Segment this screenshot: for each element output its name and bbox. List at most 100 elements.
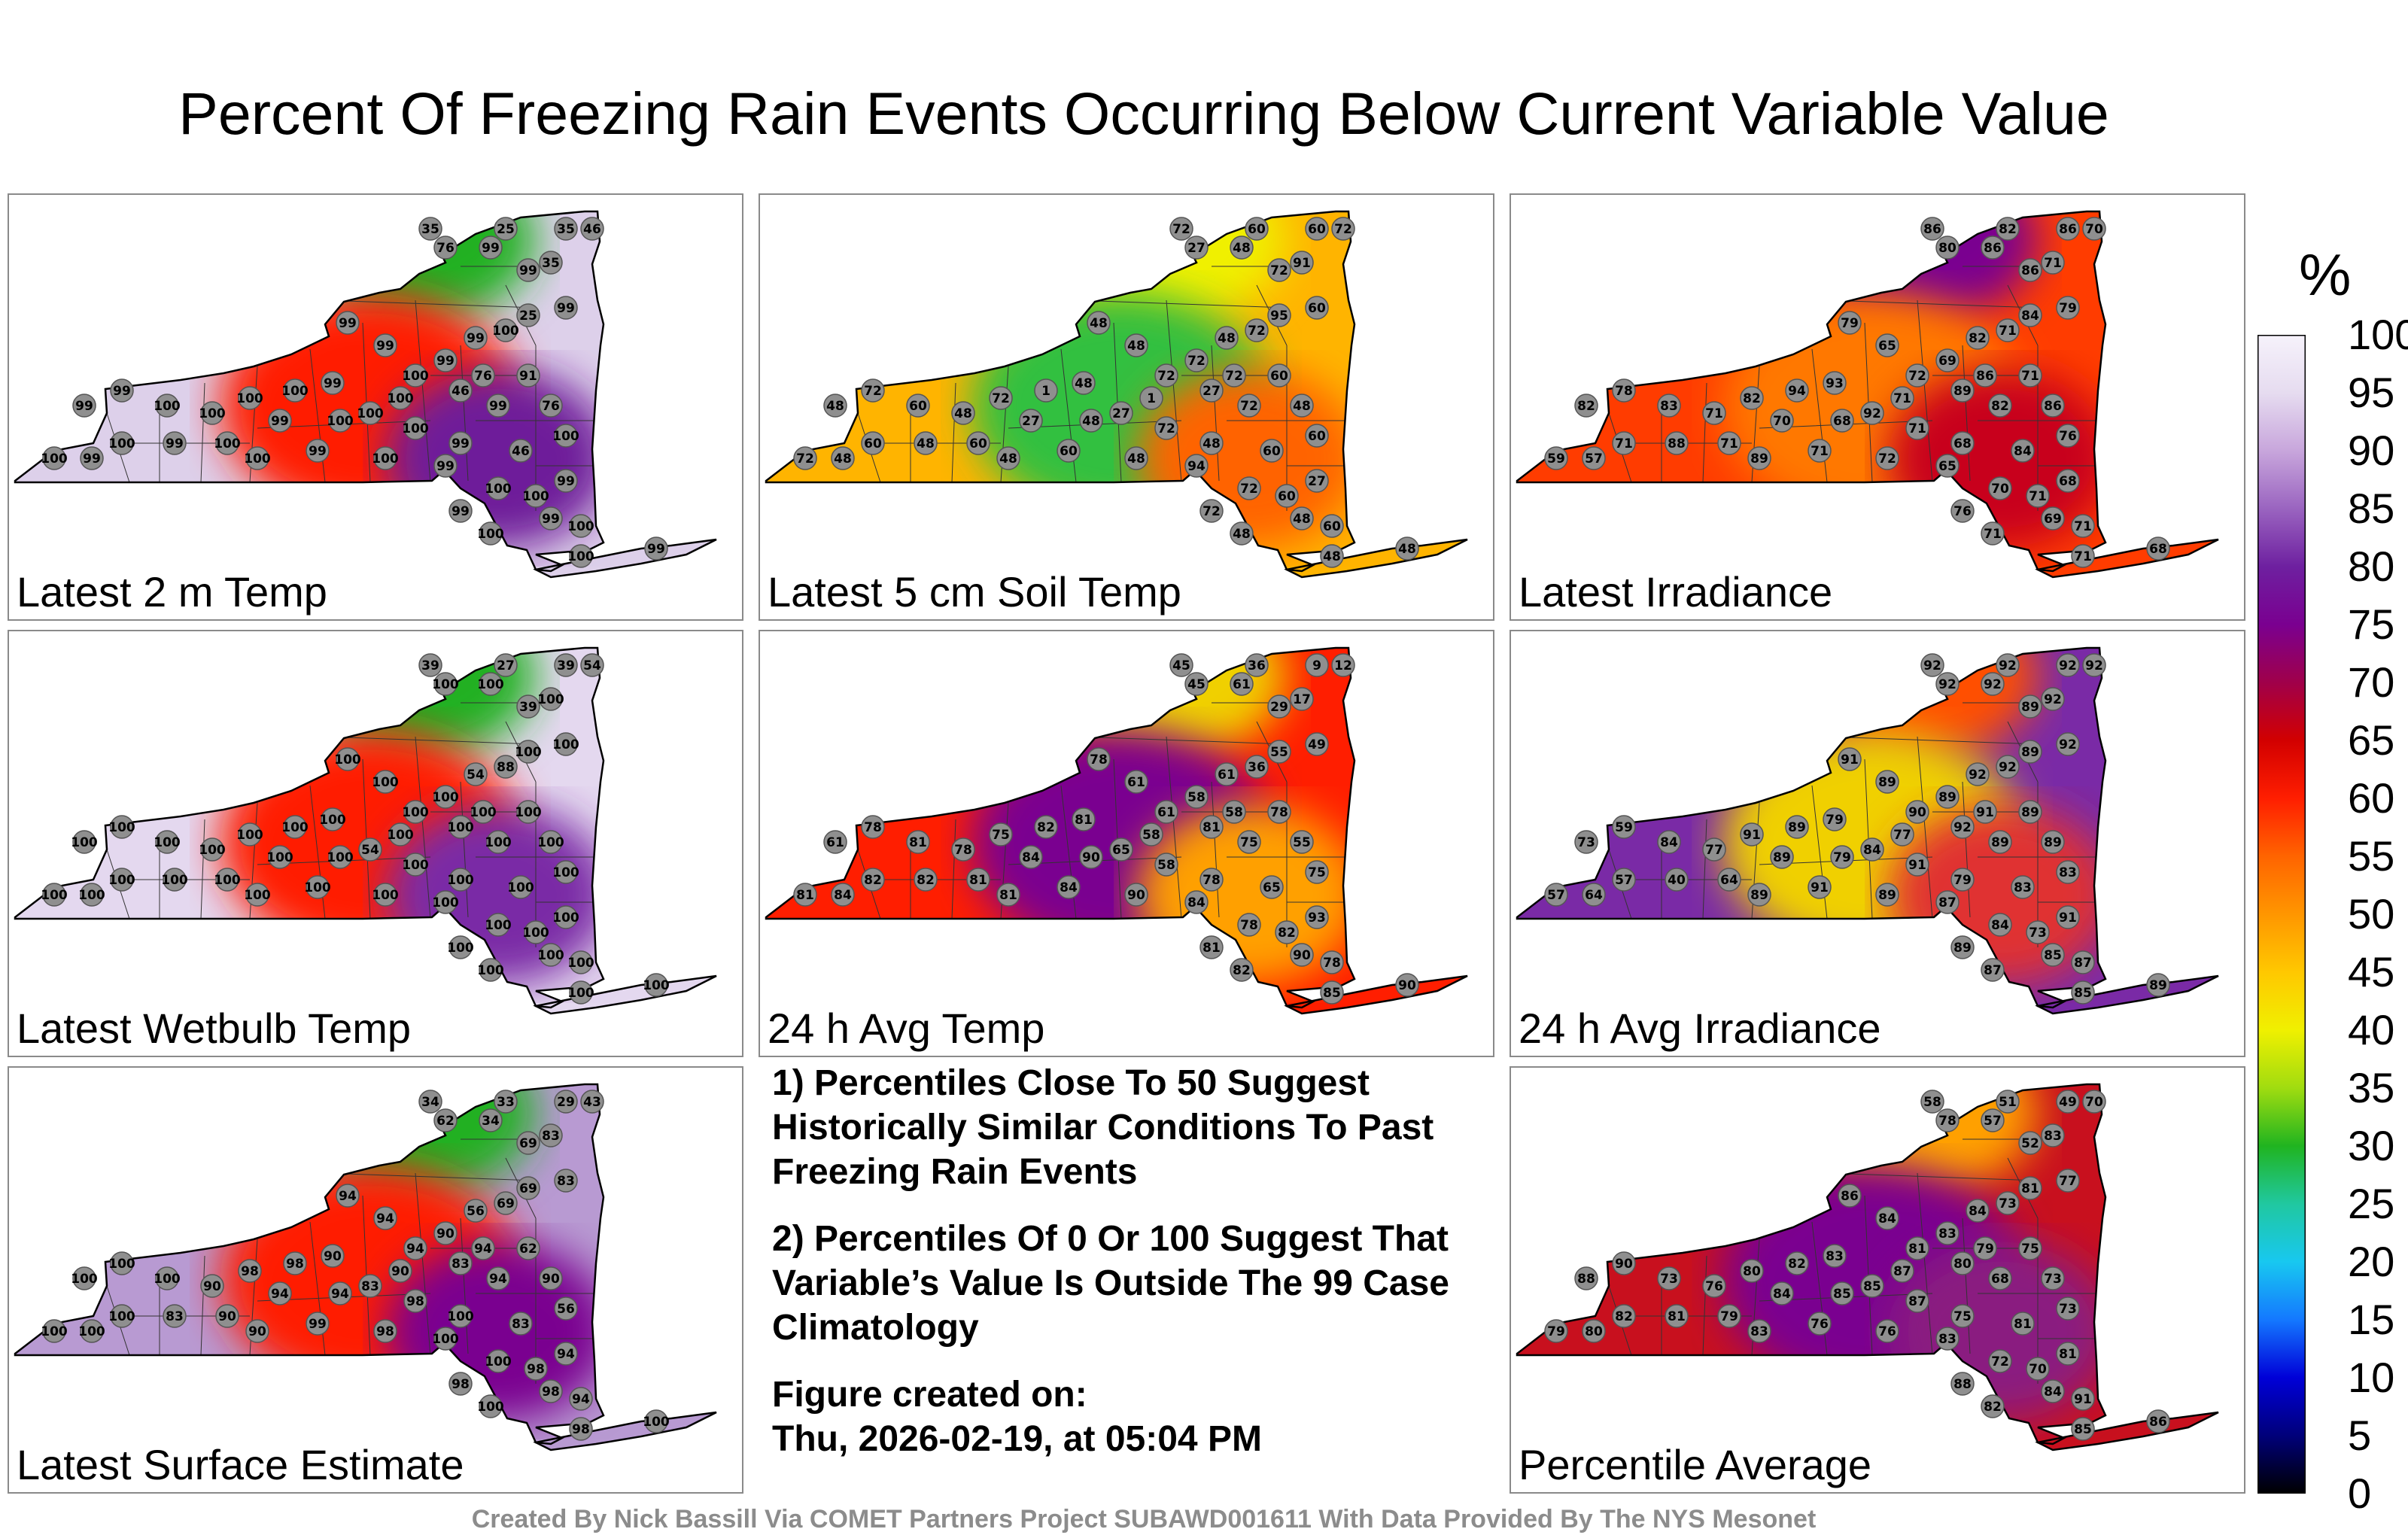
station-marker bbox=[418, 1090, 442, 1114]
station-marker bbox=[1087, 747, 1111, 771]
station-marker bbox=[433, 1221, 458, 1245]
station-marker bbox=[1665, 431, 1689, 455]
station-value: 56 bbox=[557, 1302, 575, 1317]
station-marker bbox=[2056, 1296, 2080, 1321]
station-marker bbox=[163, 431, 187, 455]
station-marker bbox=[539, 251, 563, 275]
station-value: 100 bbox=[477, 677, 504, 692]
created-label: Figure created on: bbox=[772, 1375, 1087, 1415]
station-value: 81 bbox=[796, 888, 814, 903]
station-value: 76 bbox=[542, 399, 560, 414]
state-outline bbox=[1516, 1083, 2107, 1445]
station-value: 84 bbox=[1060, 880, 1078, 895]
station-marker bbox=[554, 217, 578, 241]
station-value: 25 bbox=[519, 309, 537, 324]
station-marker bbox=[554, 732, 578, 756]
station-value: 27 bbox=[1308, 474, 1326, 489]
station-marker bbox=[569, 514, 593, 538]
station-marker bbox=[1544, 446, 1568, 470]
station-value: 82 bbox=[1577, 399, 1595, 414]
station-value: 56 bbox=[467, 1204, 485, 1219]
station-marker bbox=[1657, 1266, 1681, 1290]
station-marker bbox=[539, 506, 563, 530]
station-marker bbox=[1582, 446, 1606, 470]
station-marker bbox=[1973, 363, 1997, 388]
station-marker bbox=[1830, 1281, 1854, 1306]
station-value: 100 bbox=[477, 963, 504, 978]
station-value: 78 bbox=[1938, 1114, 1956, 1129]
station-marker bbox=[155, 830, 179, 854]
station-value: 91 bbox=[1293, 256, 1311, 271]
station-value: 94 bbox=[1788, 384, 1806, 399]
station-marker bbox=[2056, 1342, 2080, 1366]
station-value: 83 bbox=[451, 1257, 470, 1272]
station-marker bbox=[1890, 1259, 1914, 1283]
station-marker bbox=[1612, 868, 1636, 892]
station-value: 100 bbox=[552, 429, 579, 444]
station-marker bbox=[200, 1274, 224, 1298]
station-marker bbox=[2018, 1236, 2042, 1260]
station-marker bbox=[2026, 920, 2050, 944]
station-value: 84 bbox=[2044, 1385, 2062, 1400]
station-marker bbox=[539, 1379, 563, 1403]
station-value: 89 bbox=[2021, 745, 2039, 760]
colorbar-tick-label: 30 bbox=[2348, 1122, 2395, 1169]
station-value: 94 bbox=[406, 1242, 424, 1257]
station-value: 89 bbox=[2149, 978, 2167, 993]
station-marker bbox=[494, 318, 518, 342]
station-value: 98 bbox=[241, 1264, 259, 1279]
station-marker bbox=[373, 883, 397, 907]
station-marker bbox=[1260, 875, 1284, 899]
station-value: 76 bbox=[1953, 504, 1972, 519]
station-marker bbox=[1785, 1251, 1809, 1275]
station-value: 72 bbox=[1270, 263, 1288, 278]
station-value: 89 bbox=[1750, 451, 1768, 467]
station-marker bbox=[200, 401, 224, 425]
station-value: 70 bbox=[2085, 222, 2103, 237]
station-value: 83 bbox=[361, 1279, 379, 1294]
station-marker bbox=[268, 1281, 292, 1306]
station-marker bbox=[1275, 484, 1299, 508]
station-value: 100 bbox=[244, 451, 271, 467]
station-marker bbox=[1973, 800, 1997, 824]
station-marker bbox=[1395, 973, 1419, 997]
station-marker bbox=[448, 378, 473, 403]
station-value: 100 bbox=[485, 482, 512, 497]
station-value: 62 bbox=[436, 1114, 455, 1129]
station-value: 80 bbox=[1585, 1324, 1603, 1339]
station-marker bbox=[1612, 1251, 1636, 1275]
station-value: 71 bbox=[1615, 436, 1633, 451]
station-marker bbox=[1935, 236, 1960, 260]
station-value: 89 bbox=[1953, 384, 1972, 399]
station-marker bbox=[1154, 853, 1178, 877]
station-value: 84 bbox=[1660, 835, 1678, 850]
station-value: 46 bbox=[512, 444, 530, 459]
station-value: 84 bbox=[1022, 850, 1040, 865]
station-value: 58 bbox=[1142, 828, 1160, 843]
station-marker bbox=[1935, 785, 1960, 809]
station-marker bbox=[1199, 431, 1224, 455]
station-marker bbox=[283, 378, 307, 403]
station-marker bbox=[321, 807, 345, 831]
station-marker bbox=[1860, 837, 1884, 862]
colorbar-tick-label: 35 bbox=[2348, 1064, 2395, 1111]
station-value: 48 bbox=[1090, 316, 1108, 331]
station-value: 98 bbox=[572, 1422, 590, 1437]
station-value: 75 bbox=[1240, 835, 1258, 850]
station-marker bbox=[1320, 980, 1344, 1005]
station-marker bbox=[1320, 950, 1344, 974]
station-value: 39 bbox=[519, 700, 537, 715]
station-marker bbox=[2071, 980, 2095, 1005]
station-marker bbox=[1184, 236, 1209, 260]
station-value: 82 bbox=[864, 873, 882, 888]
colorbar-tick-label: 55 bbox=[2348, 832, 2395, 880]
station-marker bbox=[1875, 446, 1899, 470]
station-marker bbox=[110, 378, 134, 403]
station-value: 100 bbox=[372, 775, 399, 790]
station-value: 70 bbox=[1991, 482, 2009, 497]
station-marker bbox=[1184, 672, 1209, 696]
station-marker bbox=[1981, 236, 2005, 260]
station-value: 72 bbox=[1202, 504, 1221, 519]
colorbar bbox=[2258, 335, 2306, 1494]
station-value: 12 bbox=[1334, 658, 1352, 673]
